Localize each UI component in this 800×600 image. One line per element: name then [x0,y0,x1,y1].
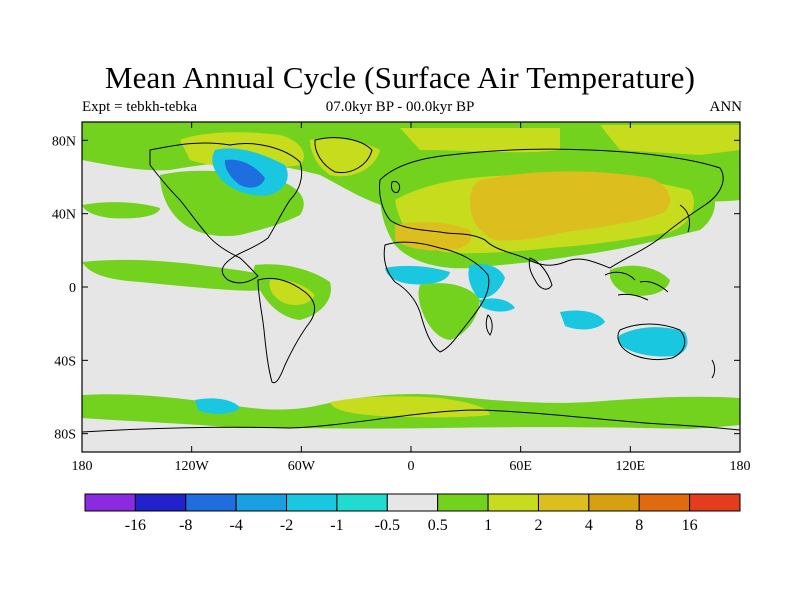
tropical-green-band [82,259,300,291]
africa-green-region [418,283,480,340]
colorbar-swatch [336,493,388,512]
colorbar-label: -8 [179,517,192,534]
indian-ocean-cold-region-2 [480,298,515,312]
colorbar-swatch [185,493,237,512]
new-zealand-coast [711,359,716,379]
antarctica-coast [82,409,740,433]
colorbar-swatch [286,493,338,512]
experiment-label: Expt = tebkh-tebka [82,99,198,115]
india-coast [528,257,553,290]
colorbar-label: -2 [280,517,293,534]
colorbar-swatch [487,493,539,512]
colorbar-label: 16 [682,517,698,534]
east-africa-cold-region [468,264,505,299]
north-america-coast [149,142,303,284]
arctic-yellow-patch [400,128,560,153]
colorbar-label: -4 [229,517,242,534]
colorbar-swatch [588,493,640,512]
lon-tick-label: 0 [408,459,415,474]
colorbar-swatch [235,493,288,512]
mediterranean-orange-region [395,222,472,251]
colorbar-label: 2 [534,517,542,534]
colorbar-swatch [437,493,489,512]
colorbar: -16 -8 -4 -2 -1 -0.5 0.5 1 2 4 8 16 [84,493,741,534]
lat-tick-label: 40N [52,208,76,223]
colorbar-label: 4 [585,517,593,534]
colorbar-label: -16 [125,517,146,534]
pacific-green-band [82,202,160,219]
coastlines [82,137,740,433]
colorbar-label: 8 [635,517,643,534]
lon-tick-label: 60W [288,459,316,474]
latitude-axis: 80N 40N 0 40S 80S [52,134,740,443]
southern-ocean-cold-patch [195,398,240,414]
lon-tick-label: 120W [175,459,210,474]
siberia-yellow-patch [600,125,740,155]
japan-coast [679,204,691,233]
lon-tick-label: 180 [730,459,751,474]
indian-ocean-cold-region [560,310,605,330]
colorbar-swatch [638,493,691,512]
lat-tick-label: 80N [52,134,76,149]
map-field [82,122,740,452]
lat-tick-label: 0 [69,281,76,296]
map-title: Mean Annual Cycle (Surface Air Temperatu… [104,60,696,95]
australia-coast [617,323,686,361]
eurasia-coast [379,148,724,269]
west-africa-cold-region [385,265,450,285]
colorbar-swatch [386,493,439,512]
lat-tick-label: 40S [54,354,76,369]
colorbar-swatch [689,493,741,512]
south-america-yellow-patch [269,279,315,306]
colorbar-label: -1 [330,517,343,534]
lon-tick-label: 60E [509,459,532,474]
season-label: ANN [709,99,743,115]
africa-coast [383,241,490,353]
colorbar-label: 1 [484,517,492,534]
asia-orange-region [470,171,670,241]
longitude-axis: 180 120W 60W 0 60E 120E 180 [72,122,751,474]
australia-cold-region [618,327,688,357]
madagascar-coast [485,314,493,336]
lat-tick-label: 80S [54,428,76,443]
antarctica-ice-field [82,427,740,452]
colorbar-swatch [134,493,187,512]
colorbar-swatch [537,493,590,512]
maritime-continent-coast [604,271,669,301]
lon-tick-label: 180 [72,459,93,474]
hudson-cold-core [224,159,265,188]
south-america-coast [257,277,316,384]
greenland-coast [314,137,373,174]
colorbar-label: -0.5 [375,517,400,534]
colorbar-label: 0.5 [428,517,448,534]
antarctic-yellow-band [330,396,490,418]
uk-coast [391,181,401,193]
colorbar-swatch [84,493,136,512]
lon-tick-label: 120E [616,459,646,474]
time-range-label: 07.0kyr BP - 00.0kyr BP [325,99,475,115]
